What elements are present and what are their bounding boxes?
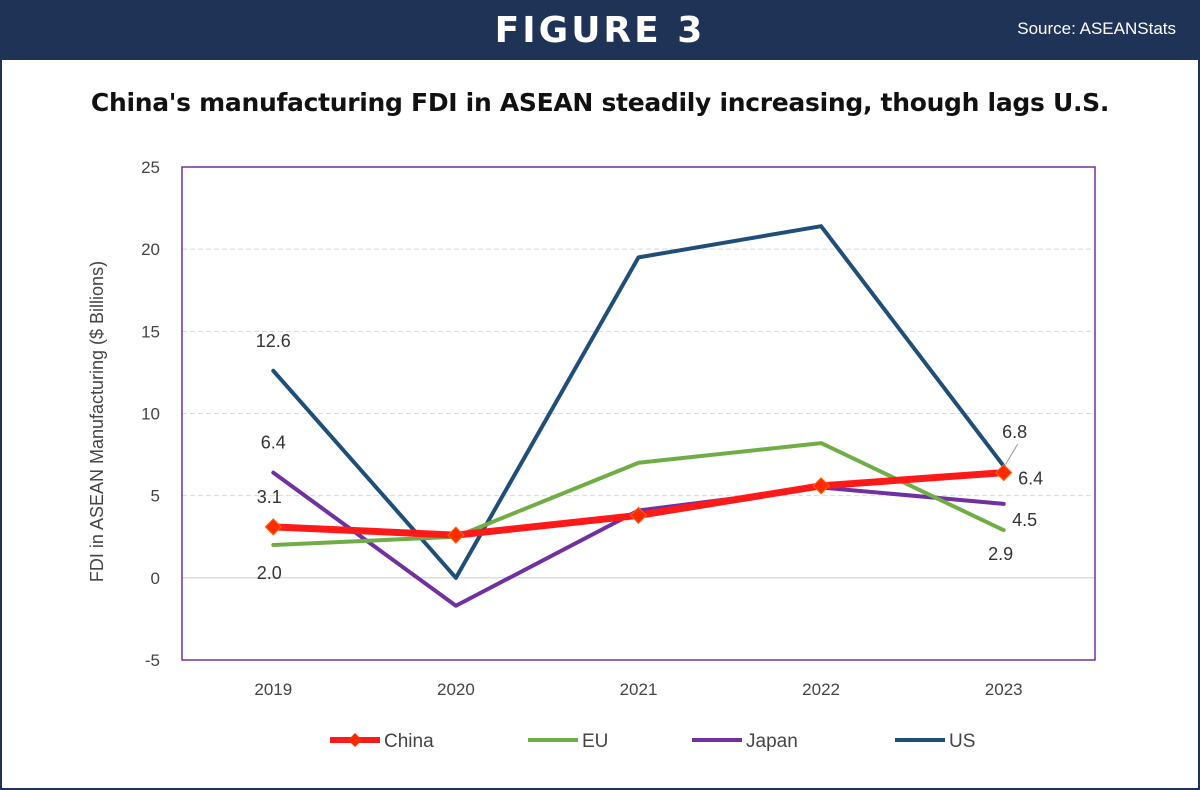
x-tick-label: 2020: [437, 680, 475, 699]
chart-title: China's manufacturing FDI in ASEAN stead…: [90, 88, 1110, 117]
label-leader-line: [1005, 443, 1019, 465]
data-label: 2.0: [257, 563, 282, 583]
y-tick-label: 0: [151, 569, 160, 588]
figure-banner: FIGURE 3 Source: ASEANStats: [2, 2, 1198, 60]
data-label: 6.4: [261, 433, 286, 453]
y-axis-title: FDI in ASEAN Manufacturing ($ Billions): [87, 261, 107, 582]
legend-label-us: US: [949, 731, 975, 752]
y-tick-label: 25: [141, 158, 160, 177]
china-data-point: [264, 518, 283, 536]
y-tick-label: 15: [141, 322, 160, 341]
china-data-point: [994, 463, 1013, 482]
data-label: 2.9: [988, 544, 1013, 564]
x-tick-label: 2021: [620, 680, 658, 699]
y-tick-label: 10: [141, 405, 160, 424]
y-tick-label: 5: [151, 487, 160, 506]
china-data-point: [447, 526, 465, 544]
china-data-point: [812, 477, 830, 495]
plot-area: [181, 166, 1096, 661]
source-credit: Source: ASEANStats: [1017, 19, 1176, 38]
legend-label-japan: Japan: [746, 731, 798, 752]
data-label: 6.4: [1018, 469, 1043, 489]
china-series-line: [269, 469, 1008, 539]
legend-marker-china: [348, 733, 362, 747]
figure-label: FIGURE 3: [494, 10, 706, 51]
data-label: 3.1: [257, 487, 282, 507]
eu-series-line: [271, 441, 1006, 547]
x-tick-label: 2019: [254, 680, 292, 699]
x-tick-label: 2023: [985, 680, 1023, 699]
china-data-point: [629, 506, 648, 525]
legend-label-eu: EU: [582, 731, 608, 752]
y-tick-label: -5: [145, 651, 160, 670]
us-series-line: [271, 224, 1006, 580]
x-tick-label: 2022: [802, 680, 840, 699]
data-label: 4.5: [1012, 510, 1037, 530]
data-label: 12.6: [256, 331, 291, 351]
data-label: 6.8: [1002, 422, 1027, 442]
y-tick-label: 20: [141, 240, 160, 259]
legend-label-china: China: [384, 731, 434, 752]
